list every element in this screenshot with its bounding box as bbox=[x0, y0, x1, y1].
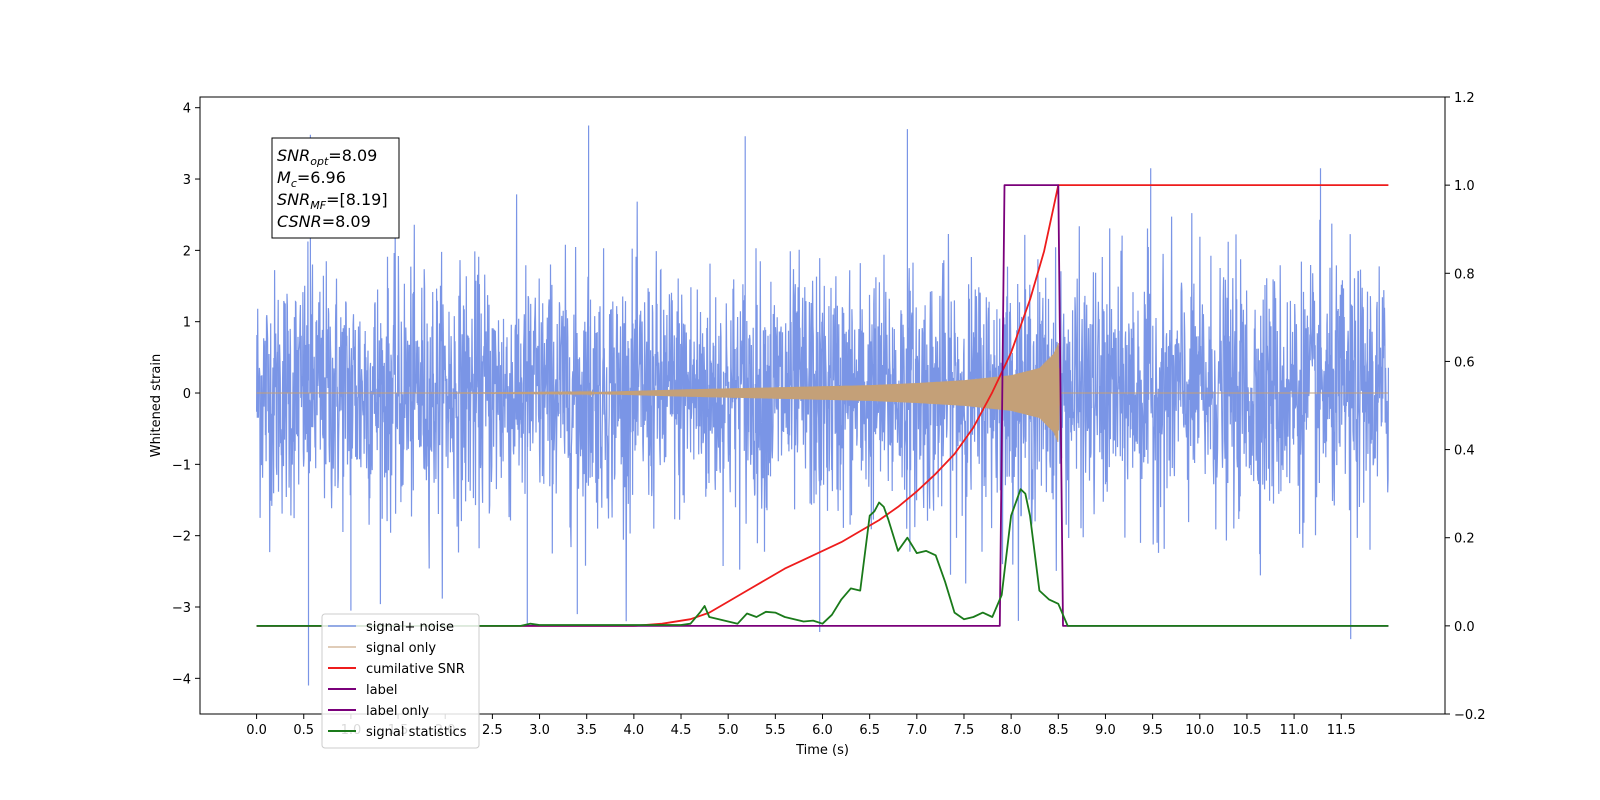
x-tick-label: 9.0 bbox=[1095, 723, 1116, 738]
signal-noise-series bbox=[256, 125, 1389, 686]
right-y-tick-label: 1.0 bbox=[1454, 179, 1475, 194]
y-tick-label: 0 bbox=[183, 387, 191, 402]
right-y-tick-label: 0.0 bbox=[1454, 620, 1475, 635]
x-tick-label: 3.5 bbox=[576, 723, 597, 738]
x-tick-label: 3.0 bbox=[529, 723, 550, 738]
right-y-tick-label: 0.8 bbox=[1454, 267, 1475, 282]
legend-label: label bbox=[366, 683, 397, 698]
legend-label: cumilative SNR bbox=[366, 662, 465, 677]
annotation-line: Mc=6.96 bbox=[277, 168, 346, 190]
signal-only-series bbox=[256, 343, 1389, 442]
annotation-line: CSNR=8.09 bbox=[277, 212, 371, 231]
right-y-tick-label: 0.4 bbox=[1454, 444, 1475, 459]
x-tick-label: 5.0 bbox=[718, 723, 739, 738]
x-tick-label: 0.5 bbox=[293, 723, 314, 738]
y-tick-label: 1 bbox=[183, 316, 191, 331]
y-tick-label: 2 bbox=[183, 244, 191, 259]
x-tick-label: 4.0 bbox=[624, 723, 645, 738]
y-axis-label: Whitened strain bbox=[149, 354, 164, 457]
x-tick-label: 7.0 bbox=[906, 723, 927, 738]
x-axis-label: Time (s) bbox=[795, 743, 849, 758]
right-y-tick-label: −0.2 bbox=[1454, 708, 1486, 723]
x-tick-label: 11.0 bbox=[1280, 723, 1309, 738]
legend-label: signal+ noise bbox=[366, 620, 454, 635]
x-tick-label: 8.5 bbox=[1048, 723, 1069, 738]
legend-label: label only bbox=[366, 704, 429, 719]
x-tick-label: 5.5 bbox=[765, 723, 786, 738]
legend: signal+ noise signal only cumilative SNR la… bbox=[321, 613, 480, 749]
annotation-frame bbox=[271, 137, 400, 239]
annotation-line: SNRopt=8.09 bbox=[277, 146, 377, 168]
right-y-tick-label: 0.6 bbox=[1454, 355, 1475, 370]
x-tick-label: 7.5 bbox=[954, 723, 975, 738]
signal-statistics-series bbox=[256, 488, 1389, 627]
y-tick-label: −3 bbox=[172, 601, 191, 616]
y-tick-label: 3 bbox=[183, 173, 191, 188]
x-tick-label: 10.5 bbox=[1232, 723, 1261, 738]
legend-label: signal only bbox=[366, 641, 436, 656]
right-y-axis: −0.2 0.0 0.2 0.4 0.6 0.8 1.0 1.2 bbox=[1445, 91, 1486, 723]
x-tick-label: 2.5 bbox=[482, 723, 503, 738]
legend-label: signal statistics bbox=[366, 725, 467, 740]
right-y-tick-label: 1.2 bbox=[1454, 91, 1475, 106]
y-tick-label: −4 bbox=[172, 672, 191, 687]
right-y-tick-label: 0.2 bbox=[1454, 532, 1475, 547]
x-tick-label: 0.0 bbox=[246, 723, 267, 738]
y-tick-label: −1 bbox=[172, 458, 191, 473]
legend-frame bbox=[321, 613, 480, 749]
series-layer bbox=[256, 125, 1389, 686]
x-tick-label: 10.0 bbox=[1185, 723, 1214, 738]
left-y-axis: −4 −3 −2 −1 0 1 2 3 4 bbox=[172, 102, 200, 687]
x-tick-label: 9.5 bbox=[1142, 723, 1163, 738]
x-tick-label: 4.5 bbox=[671, 723, 692, 738]
y-tick-label: −2 bbox=[172, 530, 191, 545]
y-tick-label: 4 bbox=[183, 102, 191, 117]
x-tick-label: 8.0 bbox=[1001, 723, 1022, 738]
x-tick-label: 6.5 bbox=[859, 723, 880, 738]
x-tick-label: 11.5 bbox=[1327, 723, 1356, 738]
annotation-line: SNRMF=[8.19] bbox=[277, 190, 388, 212]
x-tick-label: 6.0 bbox=[812, 723, 833, 738]
cumilative-snr-series bbox=[256, 184, 1389, 627]
